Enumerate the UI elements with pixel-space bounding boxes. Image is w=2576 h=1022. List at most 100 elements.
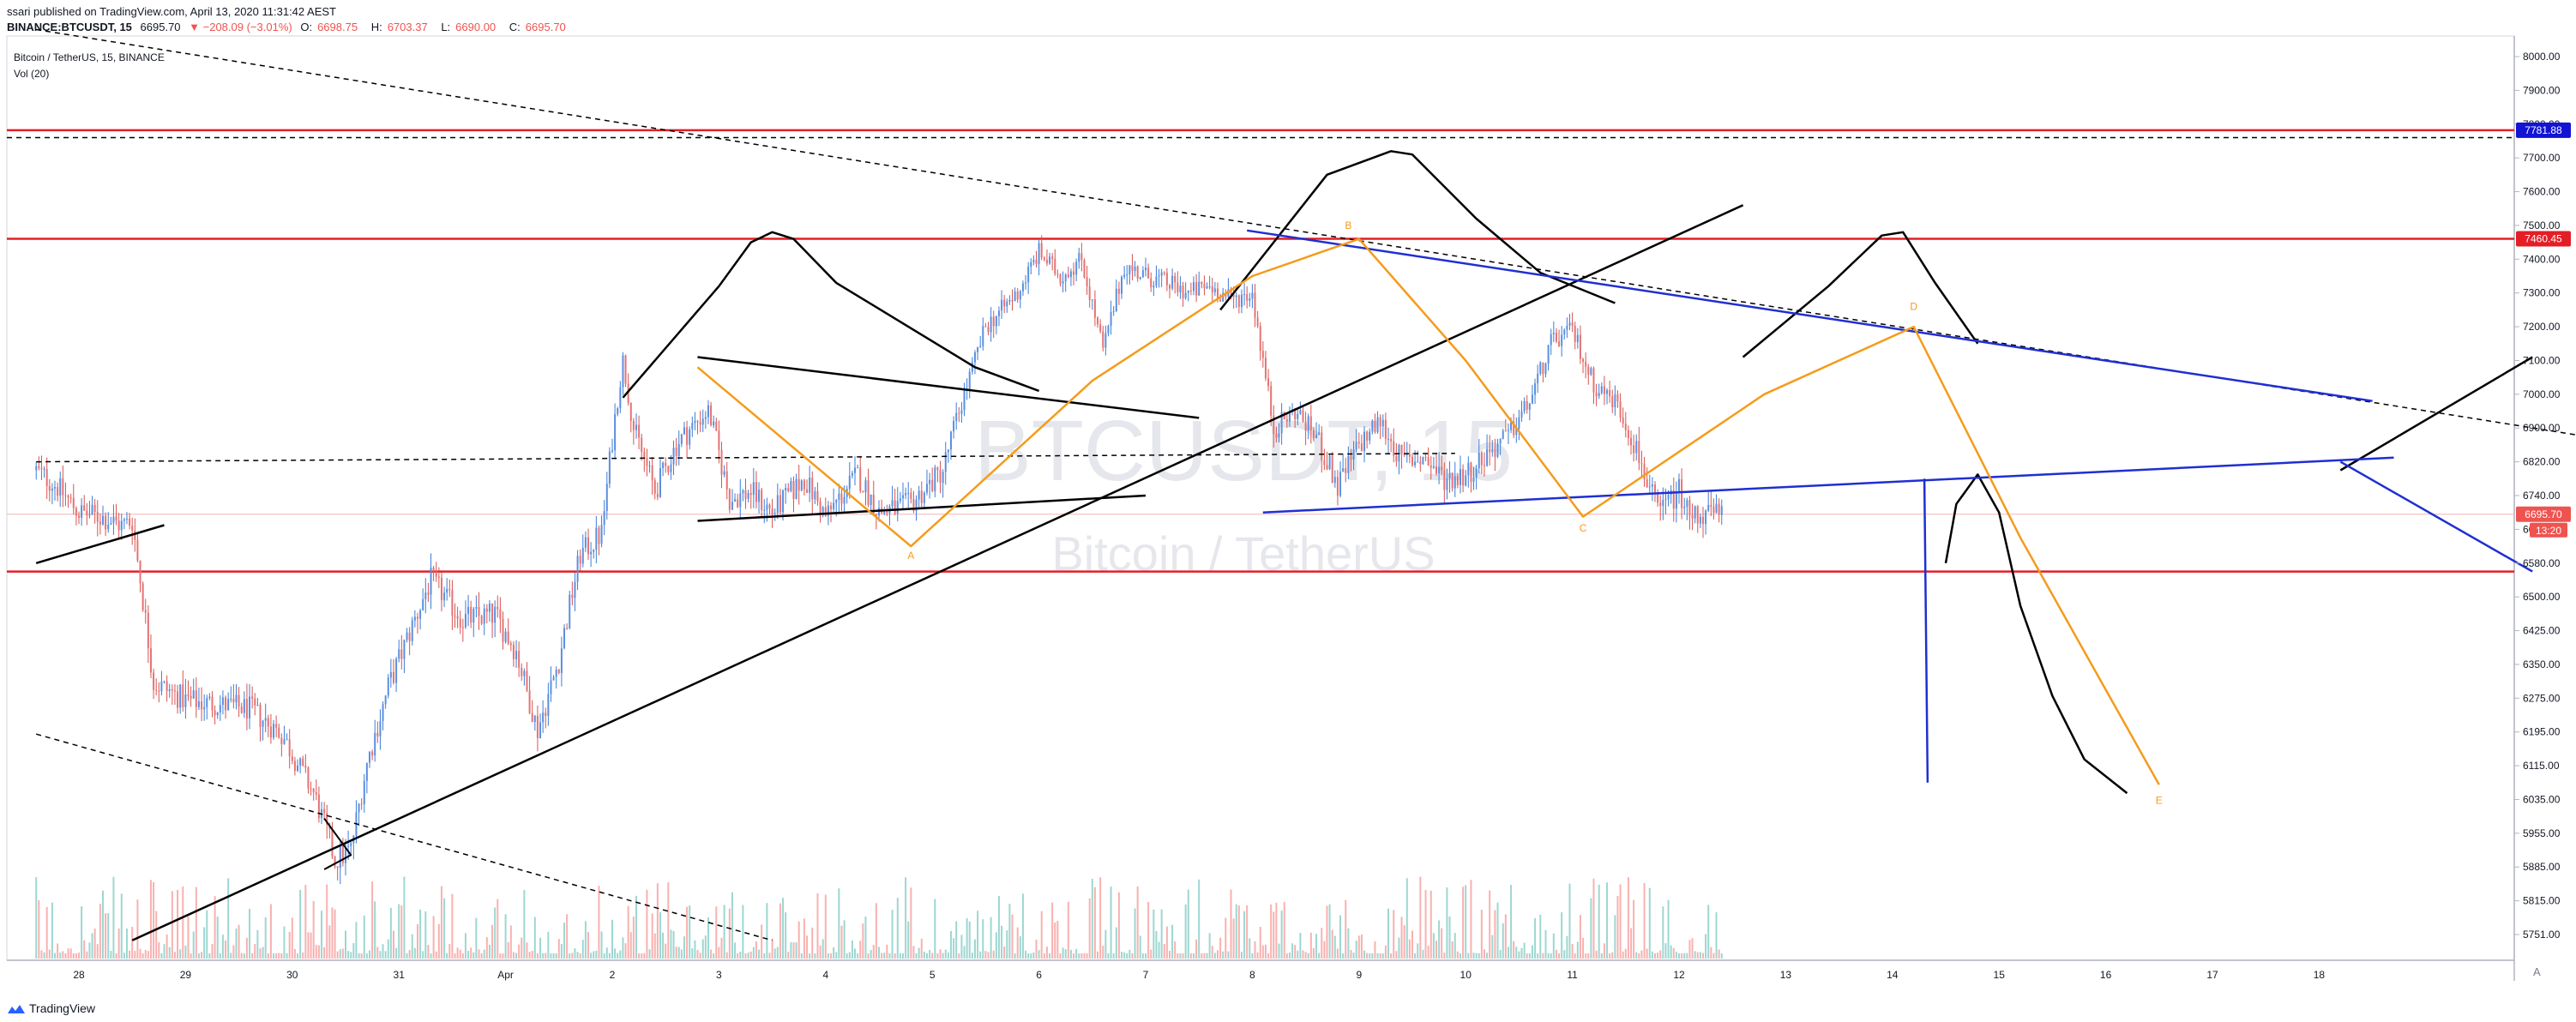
- candle-body: [539, 722, 542, 738]
- blue-lower-channel-line[interactable]: [1262, 456, 2394, 514]
- candle-body: [1278, 433, 1280, 438]
- tradingview-logo-icon: [8, 1005, 25, 1014]
- volume-bar: [424, 911, 427, 959]
- dashed-horizontal-line[interactable]: [36, 453, 1455, 463]
- volume-bar: [731, 892, 733, 959]
- volume-bar: [710, 949, 713, 959]
- candle-body: [1381, 419, 1384, 427]
- volume-bar: [120, 893, 123, 959]
- volume-bar: [779, 903, 781, 959]
- candle-body: [632, 420, 635, 430]
- candle-body: [1478, 452, 1480, 469]
- blue-drop-line[interactable]: [1923, 478, 1929, 783]
- candle-body: [331, 828, 334, 857]
- candle-body: [1705, 510, 1707, 525]
- volume-bar: [251, 953, 254, 959]
- volume-bar: [1526, 953, 1528, 959]
- volume-bars: [35, 876, 1723, 959]
- candle-body: [1315, 434, 1318, 438]
- volume-bar: [827, 953, 829, 959]
- candle-body: [939, 470, 942, 484]
- volume-bar: [315, 945, 317, 959]
- symbol-ohlc-line: BINANCE:BTCUSDT, 15 6695.70 ▼ −208.09 (−…: [7, 21, 576, 33]
- candle-body: [611, 450, 613, 452]
- volume-bar: [1528, 953, 1531, 959]
- tradingview-logo[interactable]: TradingView: [7, 1001, 95, 1015]
- candle-body: [1678, 479, 1680, 492]
- volume-bar: [1360, 935, 1363, 959]
- candle-body: [944, 452, 947, 472]
- volume-bar: [1019, 935, 1021, 959]
- volume-bar: [833, 947, 835, 959]
- volume-bar: [1261, 945, 1264, 959]
- volume-bar: [1006, 930, 1008, 959]
- volume-bar: [171, 891, 173, 959]
- black-arc-right[interactable]: [1742, 231, 1979, 358]
- volume-bar: [123, 953, 125, 959]
- candle-body: [437, 576, 440, 578]
- volume-bar: [1496, 902, 1499, 959]
- dashed-lower-trend-line[interactable]: [35, 733, 773, 941]
- volume-bar: [131, 927, 134, 959]
- candle-body: [1681, 479, 1683, 508]
- volume-bar: [168, 947, 171, 959]
- black-uptrend-line[interactable]: [131, 204, 1744, 941]
- volume-bar: [1011, 914, 1014, 959]
- volume-bar: [249, 908, 251, 959]
- candle-body: [153, 672, 155, 690]
- volume-bar: [1547, 953, 1550, 959]
- volume-bar: [291, 917, 293, 959]
- series-legend-title[interactable]: Bitcoin / TetherUS, 15, BINANCE: [14, 51, 165, 63]
- drawings[interactable]: A B C D E: [35, 28, 2576, 941]
- black-small-wedge[interactable]: [323, 818, 352, 870]
- candle-body: [557, 670, 560, 674]
- candle-body: [1603, 386, 1605, 394]
- candle-body: [782, 490, 785, 513]
- volume-bar: [1097, 951, 1099, 959]
- volume-bar: [1686, 953, 1688, 959]
- volume-bar: [1651, 951, 1653, 959]
- black-arc-middle[interactable]: [1219, 150, 1616, 311]
- candle-body: [771, 508, 773, 514]
- candle-body: [62, 478, 64, 496]
- black-arc-left[interactable]: [622, 231, 1040, 399]
- candle-body: [1552, 333, 1555, 334]
- dashed-downtrend-line[interactable]: [36, 28, 2576, 445]
- candle-body: [1288, 411, 1291, 422]
- black-short-line[interactable]: [35, 524, 165, 564]
- horizontal-levels[interactable]: [7, 129, 2514, 573]
- candle-body: [1504, 430, 1507, 432]
- volume-legend-title[interactable]: Vol (20): [14, 68, 49, 80]
- volume-bar: [734, 942, 737, 959]
- blue-upper-channel-line[interactable]: [1247, 229, 2373, 402]
- candle-body: [264, 718, 267, 721]
- candle-body: [221, 697, 224, 706]
- candle-body: [1609, 389, 1611, 397]
- candle-body: [1451, 472, 1454, 489]
- black-right-line[interactable]: [2339, 356, 2533, 472]
- price-tick-label: 6425.00: [2523, 625, 2561, 637]
- candle-body: [1165, 272, 1168, 286]
- black-projection-curve[interactable]: [1944, 473, 2128, 795]
- volume-bar: [371, 881, 374, 959]
- volume-bar: [1587, 953, 1590, 959]
- candle-body: [1352, 449, 1355, 460]
- candle-body: [696, 420, 699, 423]
- blue-right-line[interactable]: [2339, 460, 2533, 573]
- auto-scale-button[interactable]: A: [2533, 965, 2541, 978]
- volume-bar: [958, 953, 960, 959]
- orange-abcde-pattern[interactable]: [696, 237, 2160, 785]
- black-lower-wedge-line[interactable]: [697, 494, 1147, 522]
- candle-body: [968, 371, 971, 389]
- candle-body: [230, 698, 232, 700]
- volume-bar: [1102, 946, 1104, 959]
- candle-body: [115, 516, 117, 521]
- volume-bar: [1470, 880, 1472, 959]
- candle-body: [1323, 460, 1326, 466]
- volume-bar: [1235, 904, 1237, 959]
- candle-body: [48, 485, 51, 491]
- volume-bar: [1454, 933, 1456, 959]
- volume-bar: [491, 924, 494, 959]
- black-upper-wedge-line[interactable]: [697, 356, 1200, 419]
